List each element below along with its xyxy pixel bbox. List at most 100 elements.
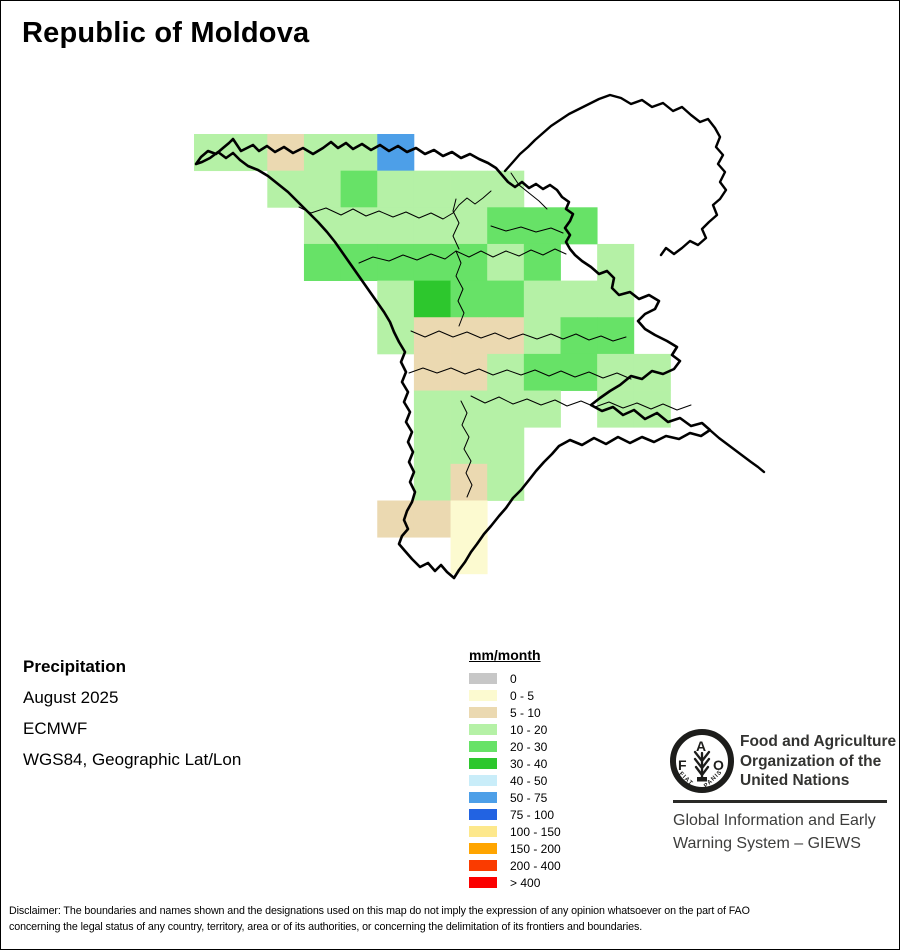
legend-entry: 30 - 40: [469, 755, 561, 772]
legend-entry: 100 - 150: [469, 823, 561, 840]
grid-cell: [560, 280, 598, 318]
legend-label: 75 - 100: [510, 807, 555, 822]
grid-cell: [340, 170, 378, 208]
fao-org-name: Food and Agriculture Organization of the…: [740, 732, 896, 791]
country-border: [194, 137, 712, 580]
grid-cell: [450, 463, 488, 501]
grid-cell: [267, 134, 305, 172]
giews-line: Global Information and Early: [673, 812, 876, 829]
grid-cell: [597, 243, 635, 281]
giews-label: Global Information and Early Warning Sys…: [673, 809, 876, 855]
disclaimer-line: concerning the legal status of any count…: [9, 920, 643, 933]
legend-label: 0: [510, 671, 517, 686]
legend-label: > 400: [510, 875, 541, 890]
legend-swatch: [469, 673, 497, 684]
legend-label: 5 - 10: [510, 705, 541, 720]
grid-cell: [450, 280, 488, 318]
grid-cell: [597, 280, 635, 318]
info-period: August 2025: [23, 688, 119, 707]
legend-label: 150 - 200: [510, 841, 561, 856]
legend-entry: 20 - 30: [469, 738, 561, 755]
legend-entry: 0 - 5: [469, 687, 561, 704]
grid-cell: [450, 500, 488, 538]
legend-swatch: [469, 707, 497, 718]
legend-swatch: [469, 792, 497, 803]
legend-entry: 0: [469, 670, 561, 687]
fao-org-line: United Nations: [740, 772, 850, 789]
legend-entry: 40 - 50: [469, 772, 561, 789]
legend-swatch: [469, 877, 497, 888]
grid-cell: [450, 427, 488, 465]
grid-cell: [413, 463, 451, 501]
legend-swatch: [469, 843, 497, 854]
legend-swatch: [469, 724, 497, 735]
grid-cell: [523, 353, 561, 391]
grid-cell: [377, 170, 415, 208]
legend-label: 200 - 400: [510, 858, 561, 873]
grid-cell: [303, 243, 341, 281]
legend-swatch: [469, 775, 497, 786]
grid-cell: [303, 170, 341, 208]
grid-cell: [487, 427, 525, 465]
map-info-block: Precipitation August 2025 ECMWF WGS84, G…: [23, 651, 241, 775]
legend-label: 50 - 75: [510, 790, 548, 805]
grid-cell: [413, 427, 451, 465]
fao-letter-f: F: [678, 757, 687, 773]
grid-cell: [560, 353, 598, 391]
grid-cell: [597, 353, 635, 391]
grid-cell: [487, 170, 525, 208]
grid-cell: [413, 170, 451, 208]
legend-label: 40 - 50: [510, 773, 548, 788]
grid-cell: [230, 134, 268, 172]
page-title: Republic of Moldova: [22, 17, 310, 49]
neighbor-border-north: [503, 93, 728, 257]
legend-swatch: [469, 860, 497, 871]
fao-org-line: Food and Agriculture: [740, 733, 897, 750]
grid-cell: [487, 353, 525, 391]
grid-cell: [450, 390, 488, 428]
legend-label: 20 - 30: [510, 739, 548, 754]
fao-letter-o: O: [713, 757, 724, 773]
legend-swatch: [469, 741, 497, 752]
disclaimer-line: Disclaimer: The boundaries and names sho…: [9, 905, 750, 917]
grid-cell: [413, 280, 451, 318]
legend-entry: 150 - 200: [469, 840, 561, 857]
legend-label: 100 - 150: [510, 824, 561, 839]
legend-swatch: [469, 809, 497, 820]
legend-entry: 5 - 10: [469, 704, 561, 721]
wheat-ear-icon: [693, 750, 711, 780]
legend-entry: 50 - 75: [469, 789, 561, 806]
grid-cell: [450, 170, 488, 208]
legend-label: 10 - 20: [510, 722, 548, 737]
grid-cell: [413, 207, 451, 245]
fao-divider: [673, 800, 887, 803]
grid-cell: [340, 134, 378, 172]
grid-cell: [523, 390, 561, 428]
grid-cell: [487, 463, 525, 501]
legend-label: 0 - 5: [510, 688, 535, 703]
fao-org-line: Organization of the: [740, 752, 882, 770]
disclaimer: Disclaimer: The boundaries and names sho…: [9, 904, 897, 935]
info-layer: Precipitation: [23, 657, 126, 676]
legend-entry: 10 - 20: [469, 721, 561, 738]
grid-cell: [487, 207, 525, 245]
grid-cell: [450, 207, 488, 245]
legend-swatch: [469, 826, 497, 837]
grid-cell: [413, 243, 451, 281]
grid-cell: [633, 390, 671, 428]
legend-entry: > 400: [469, 874, 561, 891]
grid-cell: [413, 390, 451, 428]
grid-cell: [487, 390, 525, 428]
neighbor-border-southeast: [709, 429, 766, 474]
legend-swatch: [469, 690, 497, 701]
fao-letter-a: A: [696, 738, 706, 754]
grid-cell: [413, 317, 451, 355]
legend-entry: 75 - 100: [469, 806, 561, 823]
grid-cell: [523, 280, 561, 318]
grid-cell: [487, 243, 525, 281]
grid-cell: [377, 243, 415, 281]
giews-line: Warning System – GIEWS: [673, 835, 861, 852]
fao-logo-icon: F A O FIAT PANIS: [670, 729, 734, 793]
